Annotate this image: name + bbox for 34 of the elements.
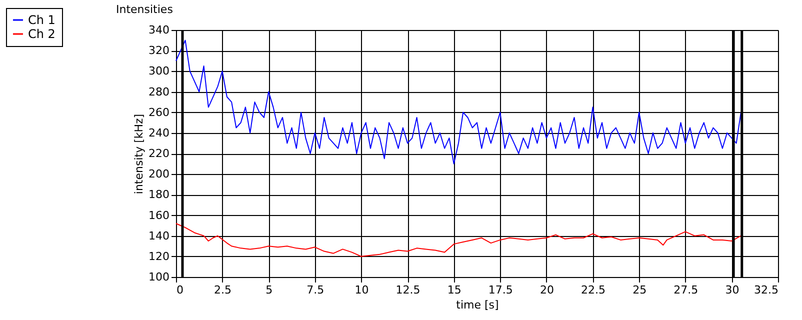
y-tick-label: 120: [148, 250, 170, 263]
x-tick-label: 25: [632, 284, 647, 296]
x-tick-label: 30: [725, 284, 740, 296]
y-tick-label: 200: [148, 168, 170, 181]
y-tick-label: 240: [148, 126, 170, 140]
y-tick-label: 320: [148, 44, 170, 58]
line-series: [176, 222, 742, 257]
x-tick-label: 32.5: [754, 284, 778, 296]
legend-label: Ch 1: [28, 13, 56, 27]
legend-label: Ch 2: [28, 27, 56, 41]
x-tick-label: 0: [176, 284, 184, 296]
y-tick-label: 160: [148, 208, 170, 222]
x-axis-title: time [s]: [456, 298, 499, 312]
y-tick-label: 280: [148, 85, 170, 98]
chart-title: Intensities: [116, 3, 174, 16]
line-series: [176, 40, 742, 164]
y-tick-label: 180: [148, 188, 170, 202]
x-tick-label: 17.5: [488, 284, 513, 296]
y-axis-title: intensity [kHz]: [132, 114, 146, 194]
y-tick-label: 300: [148, 64, 170, 78]
x-tick-label: 22.5: [581, 284, 606, 296]
x-tick-label: 15: [447, 284, 462, 296]
y-tick-label: 100: [148, 270, 170, 284]
y-tick-label: 260: [148, 106, 170, 119]
x-tick-label: 27.5: [674, 284, 698, 296]
x-tick-label: 20: [540, 284, 554, 296]
y-tick-label: 340: [148, 24, 170, 36]
y-tick-label: 220: [148, 147, 170, 160]
x-tick-label: 7.5: [306, 284, 324, 296]
x-tick-label: 10: [354, 284, 369, 296]
x-tick-label: 12.5: [396, 284, 420, 296]
x-tick-label: 5: [266, 284, 273, 296]
x-tick-label: 2.5: [214, 284, 232, 296]
y-tick-label: 140: [148, 229, 170, 242]
